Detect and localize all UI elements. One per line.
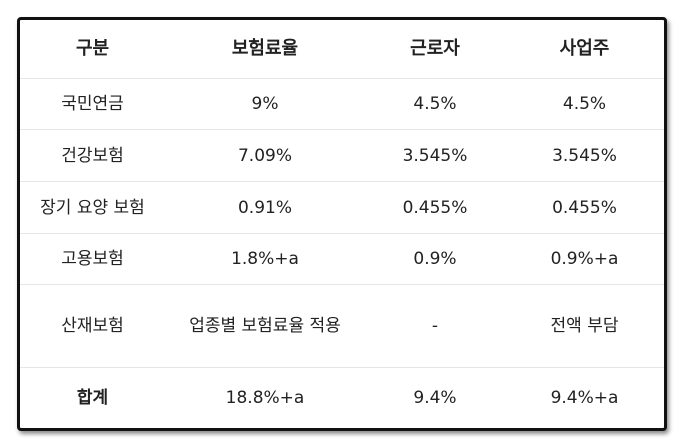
- cell-employee: -: [365, 284, 505, 368]
- cell-employer: 4.5%: [505, 78, 664, 130]
- header-employee: 근로자: [365, 20, 505, 79]
- cell-employee: 0.455%: [365, 181, 505, 234]
- table-row-employment-insurance: 고용보험 1.8%+a 0.9% 0.9%+a: [20, 233, 664, 286]
- cell-premium-rate: 9%: [165, 78, 365, 130]
- cell-category: 산재보험: [20, 284, 165, 368]
- cell-premium-rate: 7.09%: [165, 129, 365, 183]
- cell-employee: 3.545%: [365, 129, 505, 183]
- cell-category: 고용보험: [20, 233, 165, 286]
- cell-category: 장기 요양 보험: [20, 181, 165, 234]
- table-header-row: 구분 보험료율 근로자 사업주: [20, 20, 664, 79]
- cell-premium-rate: 0.91%: [165, 181, 365, 234]
- cell-employer: 전액 부담: [505, 284, 664, 368]
- cell-employer: 0.9%+a: [505, 233, 664, 286]
- cell-category: 국민연금: [20, 78, 165, 130]
- table-row-long-term-care: 장기 요양 보험 0.91% 0.455% 0.455%: [20, 181, 664, 234]
- table-row-health-insurance: 건강보험 7.09% 3.545% 3.545%: [20, 129, 664, 183]
- cell-employee: 0.9%: [365, 233, 505, 286]
- cell-employer: 9.4%+a: [550, 387, 619, 408]
- header-category: 구분: [20, 20, 165, 79]
- cell-premium-rate: 18.8%+a: [225, 387, 305, 408]
- cell-employer: 3.545%: [505, 129, 664, 183]
- insurance-table-frame: 구분 보험료율 근로자 사업주 국민연금 9% 4.5% 4.5% 건강보험 7…: [17, 17, 667, 431]
- cell-premium-rate: 1.8%+a: [165, 233, 365, 286]
- insurance-rate-table: 구분 보험료율 근로자 사업주 국민연금 9% 4.5% 4.5% 건강보험 7…: [20, 20, 664, 428]
- cell-category: 건강보험: [20, 129, 165, 183]
- header-premium-rate: 보험료율: [165, 20, 365, 79]
- table-row-national-pension: 국민연금 9% 4.5% 4.5%: [20, 78, 664, 130]
- cell-employer: 0.455%: [505, 181, 664, 234]
- cell-employee: 9.4%: [413, 387, 457, 408]
- table-row-total: 합계 18.8%+a 9.4% 9.4%+a: [20, 367, 664, 428]
- cell-employee: 4.5%: [365, 78, 505, 130]
- table-row-industrial-accident: 산재보험 업종별 보험료율 적용 - 전액 부담: [20, 284, 664, 368]
- cell-premium-rate: 업종별 보험료율 적용: [165, 284, 365, 368]
- header-employer: 사업주: [505, 20, 664, 79]
- cell-category-total: 합계: [76, 387, 109, 408]
